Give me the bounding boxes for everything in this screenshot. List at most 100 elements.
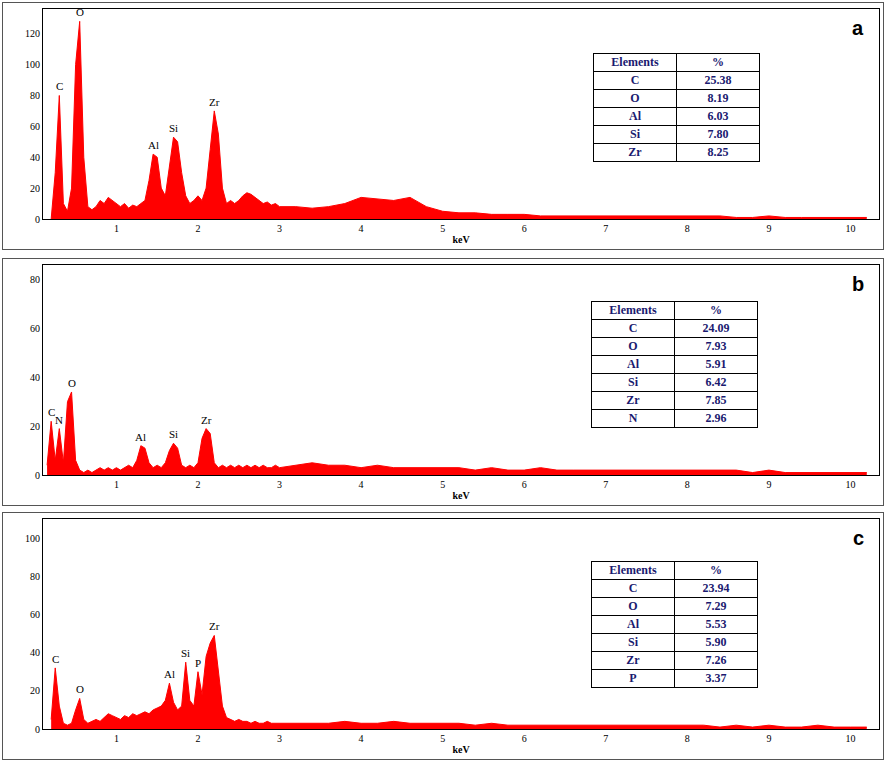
- svg-text:10: 10: [845, 733, 855, 744]
- html-text:O: O: [630, 91, 640, 105]
- svg-text:7: 7: [603, 733, 608, 744]
- html-text:Al: Al: [629, 109, 641, 123]
- svg-text:3: 3: [277, 223, 282, 234]
- svg-text:3: 3: [277, 733, 282, 744]
- html-text:7.85: 7.85: [705, 393, 727, 407]
- svg-text:8: 8: [685, 479, 690, 490]
- svg-text:Zr: Zr: [209, 96, 220, 108]
- html-text:24.09: 24.09: [702, 321, 730, 335]
- svg-text:Al: Al: [164, 668, 175, 680]
- svg-text:40: 40: [30, 152, 40, 163]
- svg-text:7: 7: [603, 223, 608, 234]
- svg-text:100: 100: [25, 533, 40, 544]
- svg-text:6: 6: [522, 479, 527, 490]
- svg-text:6: 6: [522, 223, 527, 234]
- html-text:Si: Si: [630, 127, 640, 141]
- svg-text:20: 20: [30, 183, 40, 194]
- svg-text:40: 40: [30, 372, 40, 383]
- html-text:5.90: 5.90: [705, 635, 727, 649]
- html-text:6.42: 6.42: [705, 375, 727, 389]
- svg-text:Al: Al: [148, 139, 159, 151]
- svg-text:5: 5: [440, 223, 445, 234]
- svg-text:20: 20: [30, 685, 40, 696]
- svg-text:b: b: [852, 273, 864, 295]
- svg-text:4: 4: [359, 479, 364, 490]
- html-text:Zr: Zr: [626, 393, 640, 407]
- html-text:7.29: 7.29: [705, 599, 727, 613]
- html-text:6.03: 6.03: [707, 109, 729, 123]
- svg-text:40: 40: [30, 647, 40, 658]
- svg-text:100: 100: [25, 59, 40, 70]
- svg-text:4: 4: [359, 223, 364, 234]
- svg-text:Zr: Zr: [201, 414, 212, 426]
- svg-text:C: C: [56, 80, 63, 92]
- svg-text:0: 0: [35, 214, 40, 225]
- svg-text:O: O: [68, 377, 76, 389]
- svg-text:4: 4: [359, 733, 364, 744]
- svg-text:0: 0: [35, 724, 40, 735]
- svg-text:Si: Si: [169, 122, 178, 134]
- html-text:8.25: 8.25: [707, 145, 729, 159]
- html-text:23.94: 23.94: [702, 581, 730, 595]
- svg-text:120: 120: [25, 28, 40, 39]
- svg-text:1: 1: [114, 223, 119, 234]
- html-text:5.91: 5.91: [705, 357, 727, 371]
- html-text:Elements: Elements: [611, 55, 659, 69]
- svg-text:9: 9: [766, 479, 771, 490]
- html-text:7.93: 7.93: [705, 339, 727, 353]
- html-text:5.53: 5.53: [705, 617, 727, 631]
- html-text:C: C: [630, 73, 640, 87]
- svg-text:9: 9: [766, 223, 771, 234]
- svg-text:c: c: [853, 527, 864, 549]
- svg-text:60: 60: [30, 609, 40, 620]
- svg-text:10: 10: [845, 479, 855, 490]
- html-text:Elements: Elements: [609, 303, 657, 317]
- svg-text:O: O: [76, 6, 84, 18]
- svg-text:80: 80: [30, 90, 40, 101]
- svg-text:a: a: [852, 17, 864, 39]
- html-text:Zr: Zr: [628, 145, 642, 159]
- svg-text:6: 6: [522, 733, 527, 744]
- svg-text:C: C: [48, 406, 55, 418]
- svg-text:9: 9: [766, 733, 771, 744]
- html-text:7.80: 7.80: [707, 127, 729, 141]
- svg-text:keV: keV: [452, 744, 470, 755]
- html-text:2.96: 2.96: [705, 411, 727, 425]
- svg-text:5: 5: [440, 479, 445, 490]
- svg-text:C: C: [52, 653, 59, 665]
- svg-text:2: 2: [195, 479, 200, 490]
- svg-text:0: 0: [35, 470, 40, 481]
- svg-text:5: 5: [440, 733, 445, 744]
- html-text:25.38: 25.38: [704, 73, 732, 87]
- html-text:Elements: Elements: [609, 563, 657, 577]
- svg-text:60: 60: [30, 121, 40, 132]
- svg-text:N: N: [55, 414, 63, 426]
- svg-text:1: 1: [114, 479, 119, 490]
- html-text:Zr: Zr: [626, 653, 640, 667]
- svg-text:Si: Si: [169, 428, 178, 440]
- svg-text:10: 10: [845, 223, 855, 234]
- svg-text:2: 2: [195, 223, 200, 234]
- svg-text:keV: keV: [452, 490, 470, 501]
- html-text:Al: Al: [627, 617, 639, 631]
- svg-text:O: O: [76, 683, 84, 695]
- svg-text:1: 1: [114, 733, 119, 744]
- svg-text:80: 80: [30, 571, 40, 582]
- svg-text:8: 8: [685, 223, 690, 234]
- html-text:8.19: 8.19: [707, 91, 729, 105]
- svg-text:Al: Al: [135, 431, 146, 443]
- svg-text:P: P: [195, 657, 201, 669]
- svg-text:Si: Si: [181, 647, 190, 659]
- svg-text:60: 60: [30, 323, 40, 334]
- svg-text:80: 80: [30, 274, 40, 285]
- svg-text:8: 8: [685, 733, 690, 744]
- svg-text:2: 2: [195, 733, 200, 744]
- svg-text:20: 20: [30, 421, 40, 432]
- html-text:3.37: 3.37: [705, 671, 727, 685]
- svg-text:Zr: Zr: [209, 620, 220, 632]
- svg-text:7: 7: [603, 479, 608, 490]
- svg-text:3: 3: [277, 479, 282, 490]
- html-text:7.26: 7.26: [705, 653, 727, 667]
- svg-text:keV: keV: [452, 234, 470, 245]
- html-text:Al: Al: [627, 357, 639, 371]
